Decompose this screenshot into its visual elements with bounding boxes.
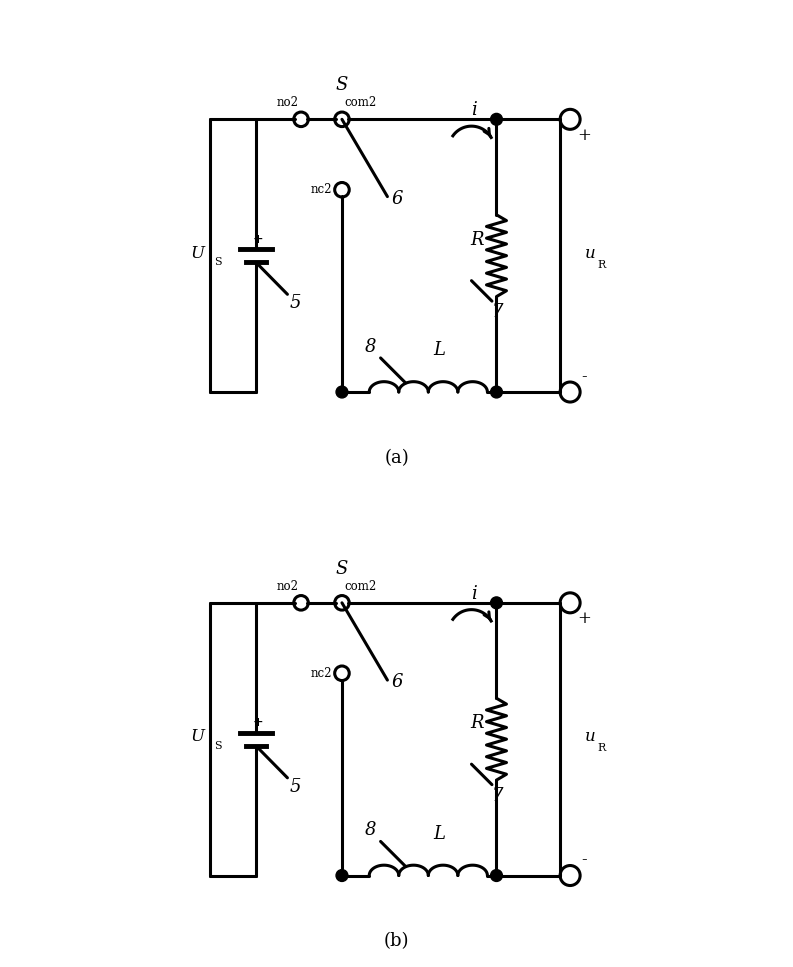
Text: S: S (214, 257, 221, 268)
Circle shape (336, 869, 348, 882)
Text: -: - (581, 367, 587, 385)
Circle shape (293, 596, 308, 610)
Text: no2: no2 (277, 97, 299, 109)
Text: 6: 6 (391, 673, 403, 691)
Text: u: u (585, 728, 596, 746)
Text: S: S (335, 560, 348, 578)
Text: i: i (471, 585, 477, 602)
Text: R: R (471, 231, 485, 249)
Circle shape (491, 386, 503, 398)
Text: 5: 5 (289, 777, 301, 796)
Text: U: U (190, 728, 205, 746)
Circle shape (335, 666, 349, 681)
Text: R: R (597, 260, 606, 270)
Circle shape (491, 113, 503, 126)
Text: S: S (335, 76, 348, 95)
Circle shape (335, 596, 349, 610)
Text: 7: 7 (492, 787, 504, 805)
Text: -: - (581, 851, 587, 868)
Circle shape (293, 112, 308, 127)
Text: nc2: nc2 (311, 667, 332, 680)
Text: 5: 5 (289, 294, 301, 312)
Circle shape (336, 386, 348, 398)
Text: 6: 6 (391, 190, 403, 208)
Text: no2: no2 (277, 580, 299, 593)
Circle shape (560, 865, 580, 886)
Text: u: u (585, 245, 596, 262)
Text: +: + (577, 610, 591, 628)
Text: R: R (597, 744, 606, 753)
Text: (b): (b) (384, 932, 409, 951)
Text: L: L (434, 825, 446, 843)
Circle shape (491, 869, 503, 882)
Text: (a): (a) (384, 449, 409, 467)
Text: U: U (190, 245, 205, 262)
Circle shape (560, 593, 580, 613)
Text: 7: 7 (492, 304, 504, 321)
Text: +: + (253, 717, 263, 729)
Text: +: + (253, 233, 263, 246)
Circle shape (335, 183, 349, 197)
Text: R: R (471, 715, 485, 732)
Text: nc2: nc2 (311, 184, 332, 196)
Text: 8: 8 (365, 337, 376, 356)
Text: L: L (434, 341, 446, 360)
Text: +: + (577, 127, 591, 144)
Text: com2: com2 (344, 97, 377, 109)
Circle shape (560, 109, 580, 130)
Circle shape (491, 597, 503, 609)
Circle shape (560, 382, 580, 402)
Circle shape (335, 112, 349, 127)
Text: com2: com2 (344, 580, 377, 593)
Text: i: i (471, 102, 477, 119)
Text: 8: 8 (365, 821, 376, 839)
Text: S: S (214, 741, 221, 751)
